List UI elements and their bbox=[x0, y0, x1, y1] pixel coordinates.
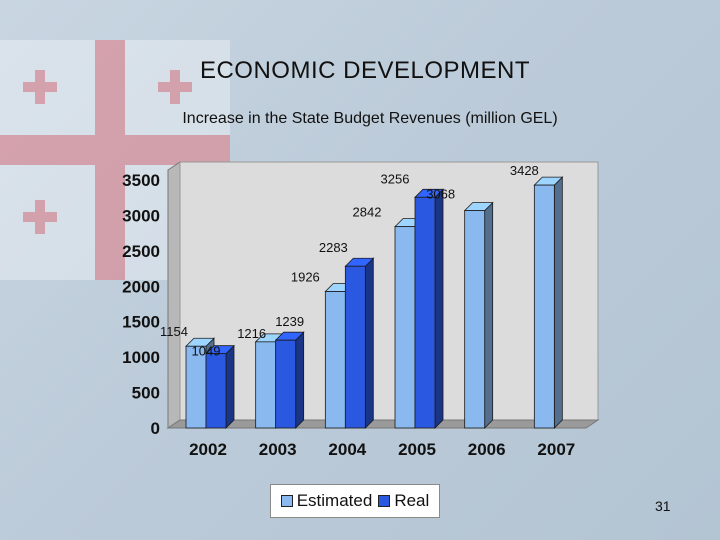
legend-swatch-estimated bbox=[280, 495, 293, 507]
y-tick-label: 2500 bbox=[122, 242, 160, 261]
data-label-estimated-2002: 1154 bbox=[160, 324, 188, 339]
chart-legend: Estimated Real bbox=[270, 484, 440, 518]
legend-label-real: Real bbox=[394, 491, 430, 510]
bar-side-estimated-2007 bbox=[553, 176, 563, 429]
y-tick-label: 3000 bbox=[122, 206, 160, 225]
x-tick-label: 2007 bbox=[537, 440, 575, 459]
y-tick-label: 0 bbox=[151, 419, 160, 438]
y-tick-label: 1000 bbox=[122, 348, 160, 367]
data-label-estimated-2003: 1216 bbox=[237, 326, 266, 341]
chart-title: Increase in the State Budget Revenues (m… bbox=[182, 110, 558, 127]
bar-real-2003 bbox=[275, 339, 297, 429]
data-label-estimated-2005: 2842 bbox=[353, 205, 382, 220]
bar-estimated-2006 bbox=[464, 210, 486, 429]
bar-real-2005 bbox=[414, 196, 436, 429]
legend-swatch-real bbox=[378, 495, 391, 507]
x-tick-label: 2004 bbox=[328, 440, 366, 459]
plot-back-wall bbox=[179, 161, 599, 421]
x-tick-label: 2006 bbox=[468, 440, 506, 459]
data-label-real-2004: 2283 bbox=[319, 240, 348, 255]
bar-real-2004 bbox=[344, 265, 366, 429]
bar-estimated-2003 bbox=[255, 341, 277, 429]
legend-item-estimated: Estimated bbox=[280, 491, 373, 511]
x-tick-label: 2003 bbox=[259, 440, 297, 459]
y-tick-label: 3500 bbox=[122, 171, 160, 190]
y-tick-label: 500 bbox=[132, 384, 160, 403]
data-label-estimated-2006: 3068 bbox=[426, 187, 455, 202]
bar-side-estimated-2006 bbox=[484, 201, 494, 429]
bar-side-real-2005 bbox=[434, 188, 444, 429]
data-label-real-2003: 1239 bbox=[275, 314, 304, 329]
x-tick-label: 2002 bbox=[189, 440, 227, 459]
flag-background-decoration bbox=[0, 40, 230, 280]
plot-side-wall bbox=[167, 161, 181, 429]
y-tick-label: 2000 bbox=[122, 277, 160, 296]
bar-real-2002 bbox=[205, 353, 227, 429]
data-label-estimated-2004: 1926 bbox=[291, 270, 320, 285]
bar-estimated-2004 bbox=[324, 291, 346, 429]
data-label-real-2002: 1049 bbox=[192, 344, 221, 359]
legend-item-real: Real bbox=[378, 491, 429, 511]
y-tick-label: 1500 bbox=[122, 313, 160, 332]
bar-side-real-2002 bbox=[225, 344, 235, 429]
x-tick-label: 2005 bbox=[398, 440, 436, 459]
bar-side-real-2004 bbox=[364, 257, 374, 429]
bar-side-real-2003 bbox=[295, 331, 305, 429]
legend-label-estimated: Estimated bbox=[296, 491, 373, 510]
bar-estimated-2007 bbox=[533, 184, 555, 429]
bar-estimated-2005 bbox=[394, 226, 416, 429]
slide-title: ECONOMIC DEVELOPMENT bbox=[199, 57, 531, 84]
page-number: 31 bbox=[655, 498, 671, 514]
data-label-estimated-2007: 3428 bbox=[510, 163, 539, 178]
data-label-real-2005: 3256 bbox=[381, 171, 410, 186]
